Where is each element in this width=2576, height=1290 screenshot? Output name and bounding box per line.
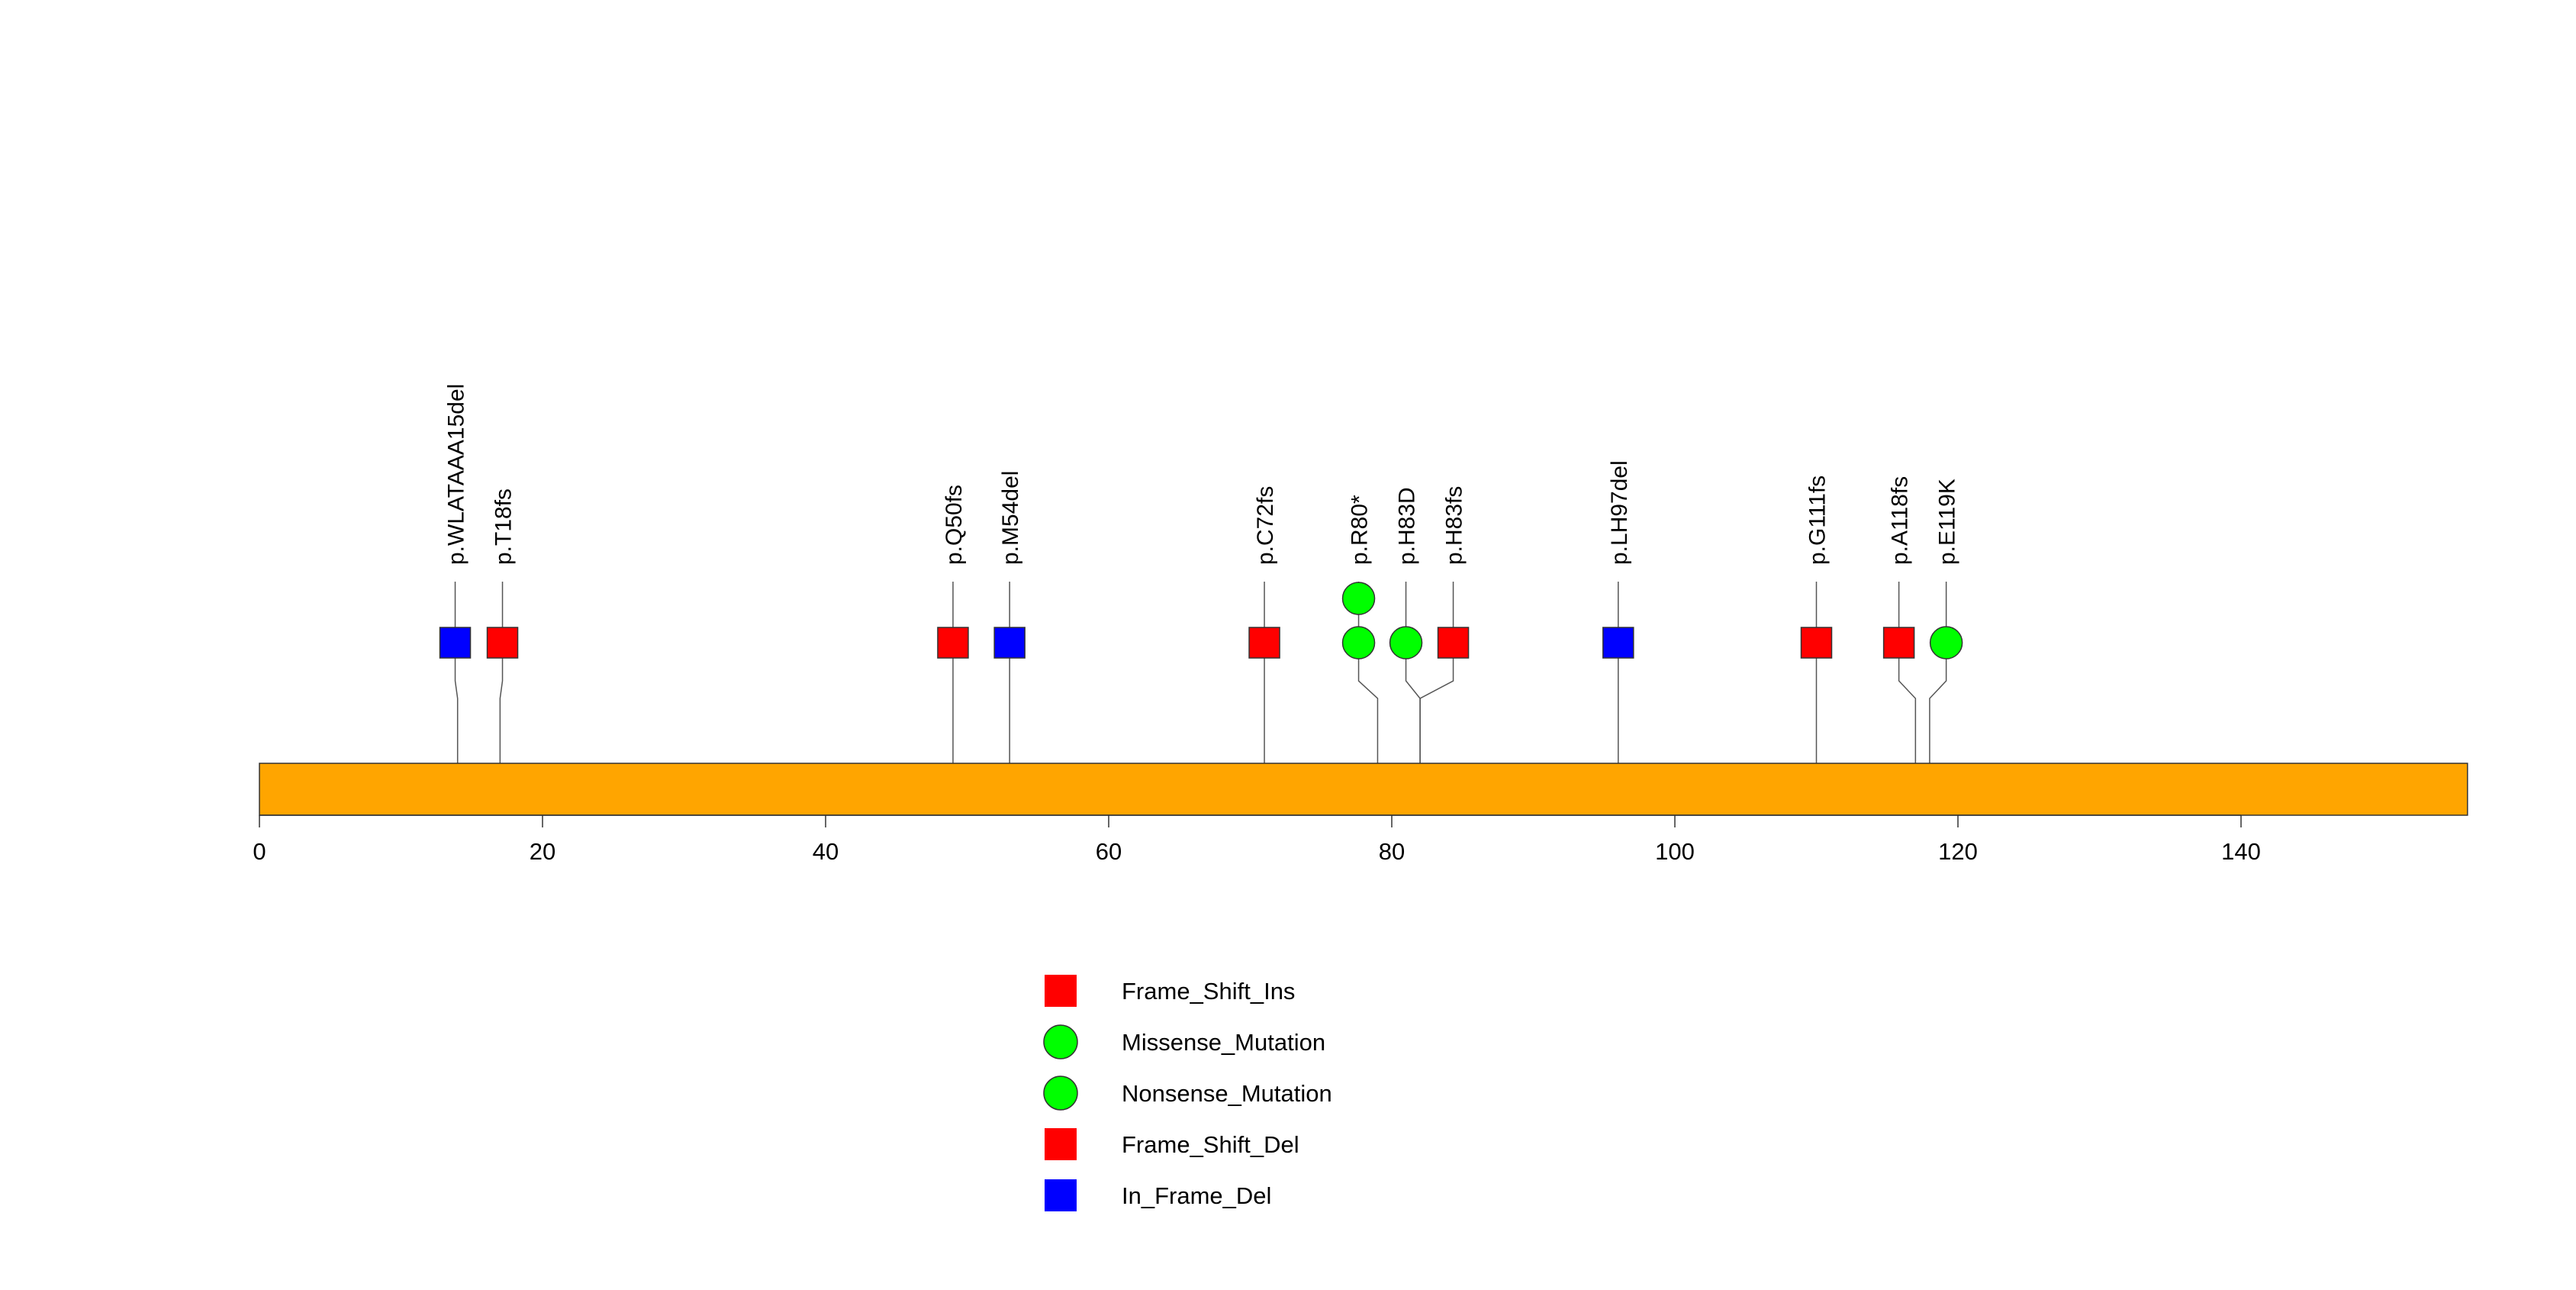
mutation-marker-square bbox=[1602, 627, 1634, 659]
x-axis-tick-label: 80 bbox=[1379, 838, 1405, 865]
legend-swatch-circle bbox=[1043, 1024, 1078, 1059]
x-axis-tick-label: 120 bbox=[1938, 838, 1978, 865]
mutation-marker-square bbox=[937, 627, 969, 659]
mutation-marker-square bbox=[1882, 627, 1915, 659]
x-axis-tick-label: 140 bbox=[2221, 838, 2261, 865]
mutation-marker-square bbox=[486, 627, 519, 659]
mutation-label: p.H83D bbox=[1395, 487, 1420, 565]
mutation-marker-square bbox=[1800, 627, 1833, 659]
mutation-label: p.H83fs bbox=[1442, 486, 1467, 565]
mutation-labels: p.WLATAAA15del p.T18fs p.Q50fs p.M54del p.C7… bbox=[444, 384, 1960, 565]
legend-label: Frame_Shift_Del bbox=[1122, 1131, 1299, 1158]
mutation-marker-circle bbox=[1389, 626, 1423, 660]
legend-swatch-square bbox=[1045, 1128, 1077, 1160]
mutation-marker-square bbox=[1248, 627, 1280, 659]
legend-swatch-circle bbox=[1043, 1076, 1078, 1111]
x-axis-tick-label: 0 bbox=[253, 838, 266, 865]
mutation-label: p.A118fs bbox=[1888, 476, 1913, 565]
legend-label: Missense_Mutation bbox=[1122, 1029, 1325, 1056]
legend-label: In_Frame_Del bbox=[1122, 1182, 1271, 1209]
mutation-markers bbox=[439, 582, 1963, 660]
legend-swatch-square bbox=[1045, 975, 1077, 1007]
mutation-label: p.E119K bbox=[1935, 479, 1960, 565]
legend-swatch-square bbox=[1045, 1179, 1077, 1211]
mutation-label: p.LH97del bbox=[1607, 460, 1632, 565]
mutation-marker-circle bbox=[1929, 626, 1963, 660]
mutation-marker-square bbox=[439, 627, 472, 659]
mutation-label: p.T18fs bbox=[491, 489, 517, 565]
legend: Frame_Shift_Ins Missense_Mutation Nonsense… bbox=[1043, 975, 1332, 1211]
mutation-label: p.R80* bbox=[1348, 495, 1373, 565]
protein-domain-bar bbox=[259, 763, 2468, 816]
mutation-marker-square bbox=[1437, 627, 1470, 659]
x-axis-tick-label: 60 bbox=[1096, 838, 1122, 865]
mutation-label: p.WLATAAA15del bbox=[444, 384, 469, 565]
legend-label: Frame_Shift_Ins bbox=[1122, 978, 1295, 1005]
mutation-marker-circle bbox=[1341, 626, 1376, 660]
mutation-label: p.M54del bbox=[998, 471, 1023, 565]
mutation-label: p.C72fs bbox=[1253, 486, 1278, 565]
x-axis-tick-label: 40 bbox=[813, 838, 839, 865]
mutation-label: p.G111fs bbox=[1805, 476, 1831, 565]
x-axis-tick-label: 100 bbox=[1655, 838, 1695, 865]
mutation-marker-square bbox=[993, 627, 1026, 659]
legend-label: Nonsense_Mutation bbox=[1122, 1080, 1332, 1107]
x-axis: 0 20 40 60 80 100 120 140 bbox=[253, 814, 2261, 865]
x-axis-tick-label: 20 bbox=[530, 838, 555, 865]
mutation-label: p.Q50fs bbox=[942, 485, 967, 565]
mutation-marker-circle bbox=[1341, 582, 1376, 615]
